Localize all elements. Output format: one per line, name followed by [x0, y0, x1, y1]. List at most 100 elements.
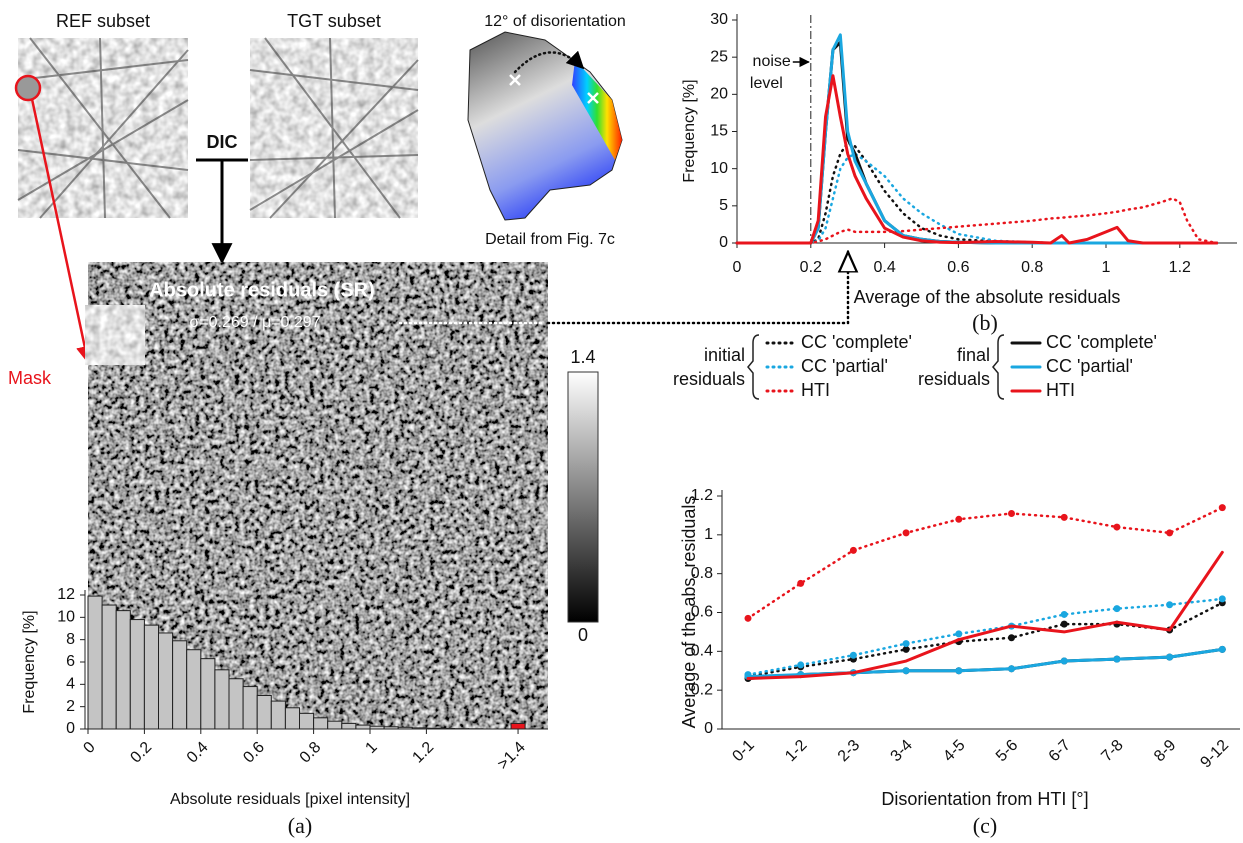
bar	[327, 720, 343, 730]
x-tick-label: 1-2	[782, 737, 810, 765]
point	[1113, 655, 1121, 663]
bar	[256, 695, 272, 730]
series-line	[746, 601, 1224, 678]
x-tick-label: 0.2	[127, 739, 155, 767]
point	[1060, 657, 1068, 665]
point	[1218, 595, 1226, 603]
detail-label: Detail from Fig. 7c	[485, 231, 615, 248]
bar	[87, 595, 103, 730]
x-tick-label: 1	[362, 739, 380, 757]
colorbar-tick-label: 1.4	[570, 347, 595, 367]
x-tick-label: 0.8	[1021, 259, 1043, 276]
point	[1060, 610, 1068, 618]
overflow-bar	[510, 722, 526, 730]
x-tick-label: 5-6	[993, 737, 1021, 765]
bar	[313, 717, 329, 730]
legend-brace	[992, 334, 1005, 400]
point	[1166, 601, 1174, 609]
point	[1008, 634, 1015, 642]
x-tick-label: 2-3	[835, 737, 863, 765]
y-tick-label: 4	[66, 676, 75, 693]
legend-label: HTI	[801, 380, 830, 400]
point	[955, 667, 963, 675]
tgt-label: TGT subset	[287, 11, 381, 31]
x-tick-label: 0.4	[184, 739, 212, 767]
point	[797, 579, 805, 587]
y-tick-label: 0	[719, 234, 728, 251]
point	[744, 614, 752, 622]
bar	[341, 722, 357, 730]
point	[1218, 645, 1226, 653]
bar	[284, 707, 300, 730]
y-tick-label: 10	[710, 160, 728, 177]
x-tick-label: 0.8	[297, 739, 325, 767]
x-axis-label: Average of the absolute residuals	[854, 287, 1121, 307]
colorbar	[567, 371, 599, 623]
legend-group-label: residuals	[918, 369, 990, 389]
y-tick-label: 0.8	[691, 565, 713, 582]
bar	[129, 619, 145, 730]
y-tick-label: 15	[710, 123, 728, 140]
series-line	[735, 33, 1219, 245]
colorbar-tick-label: 0	[578, 625, 588, 645]
y-tick-label: 8	[66, 631, 75, 648]
x-tick-label: 1.2	[1169, 259, 1191, 276]
legend-label: CC 'complete'	[801, 332, 912, 352]
y-tick-label: 20	[710, 86, 728, 103]
bar	[200, 658, 216, 730]
x-tick-label: 4-5	[940, 737, 968, 765]
x-tick-label: 9-12	[1197, 737, 1232, 772]
y-tick-label: 0.2	[691, 681, 713, 698]
series-line	[746, 597, 1224, 676]
y-tick-label: 0.4	[691, 643, 713, 660]
bar	[355, 724, 371, 730]
series-line	[735, 152, 1218, 245]
disorientation-label: 12° of disorientation	[484, 13, 626, 30]
x-tick-label: 0.6	[240, 739, 268, 767]
bar	[186, 649, 202, 730]
point	[1166, 529, 1174, 537]
stats-label: σ=0.269 / μ=0.297	[189, 314, 320, 331]
point	[1166, 653, 1174, 661]
bar	[228, 678, 244, 730]
y-tick-label: 6	[66, 653, 75, 670]
panel-label: (b)	[972, 310, 998, 335]
point	[797, 661, 805, 669]
point	[1218, 504, 1226, 512]
y-tick-label: 1.2	[691, 487, 713, 504]
y-tick-label: 2	[66, 698, 75, 715]
point	[849, 546, 857, 554]
x-tick-label: 1.2	[409, 739, 437, 767]
x-tick-label: 0.4	[873, 259, 895, 276]
series-line	[746, 550, 1224, 681]
legend-group-label: residuals	[673, 369, 745, 389]
point	[1060, 513, 1068, 521]
noise-level-label: level	[750, 75, 783, 92]
point	[1113, 523, 1121, 531]
dic-arrow	[196, 158, 248, 262]
bar	[143, 624, 159, 730]
y-tick-label: 0.6	[691, 604, 713, 621]
ref-label: REF subset	[56, 11, 150, 31]
mask-arrow	[30, 98, 94, 364]
y-tick-label: 1	[704, 526, 713, 543]
x-tick-label: 6-7	[1046, 737, 1074, 765]
x-tick-label: 1	[1102, 259, 1111, 276]
x-tick-label: 0	[80, 739, 98, 757]
legend-label: HTI	[1046, 380, 1075, 400]
panel-label: (a)	[288, 813, 312, 838]
panel-label: (c)	[973, 813, 997, 838]
noise-level-label: noise	[753, 53, 791, 70]
x-tick-label: 7-8	[1098, 737, 1126, 765]
series-line	[735, 197, 1218, 245]
point	[955, 630, 963, 638]
series-line	[746, 506, 1224, 620]
x-tick-label: 0.6	[947, 259, 969, 276]
mask-marker	[14, 74, 42, 102]
y-axis-label: Frequency [%]	[681, 79, 698, 182]
y-tick-label: 0	[66, 720, 75, 737]
mask-label: Mask	[8, 368, 52, 388]
bar	[115, 610, 131, 730]
y-tick-label: 10	[57, 609, 75, 626]
point	[1113, 605, 1121, 613]
